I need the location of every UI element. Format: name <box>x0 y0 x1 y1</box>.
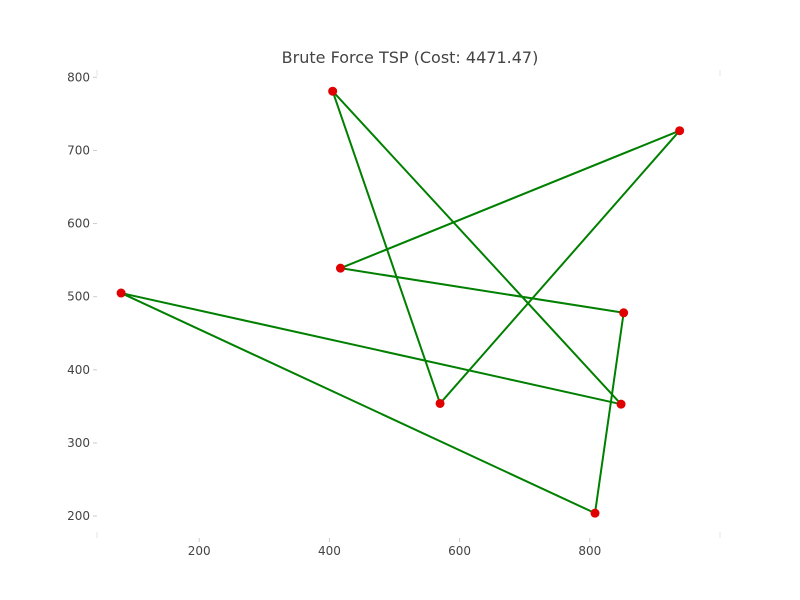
city-point <box>435 398 445 408</box>
city-point <box>590 508 600 518</box>
x-tick-label: 400 <box>318 544 341 558</box>
tour-edge <box>331 90 442 405</box>
tour-edge <box>594 311 625 515</box>
tour-edge <box>439 129 681 405</box>
y-tick-label: 400 <box>67 363 90 377</box>
city-point <box>616 399 626 409</box>
y-tick-label: 700 <box>67 143 90 157</box>
tour-edge <box>339 267 625 314</box>
plot-corners <box>96 70 721 538</box>
tour-edge <box>339 129 681 270</box>
y-tick-label: 800 <box>67 70 90 84</box>
city-point <box>328 86 338 96</box>
x-tick-label: 800 <box>578 544 601 558</box>
tour-edges <box>120 90 681 515</box>
city-point <box>116 288 126 298</box>
y-tick-label: 500 <box>67 290 90 304</box>
city-point <box>675 126 685 136</box>
city-point <box>619 308 629 318</box>
tour-edge <box>120 292 623 406</box>
y-axis-ticks: 200 300 400 500 600 700 800 <box>67 70 97 523</box>
x-axis-ticks: 200 400 600 800 <box>188 538 601 558</box>
x-tick-label: 200 <box>188 544 211 558</box>
city-points <box>116 86 685 518</box>
x-tick-label: 600 <box>448 544 471 558</box>
chart-title: Brute Force TSP (Cost: 4471.47) <box>282 48 539 67</box>
y-tick-label: 300 <box>67 436 90 450</box>
y-tick-label: 600 <box>67 217 90 231</box>
tour-edge <box>331 90 623 406</box>
tour-edge <box>120 292 597 515</box>
city-point <box>335 263 345 273</box>
y-tick-label: 200 <box>67 509 90 523</box>
